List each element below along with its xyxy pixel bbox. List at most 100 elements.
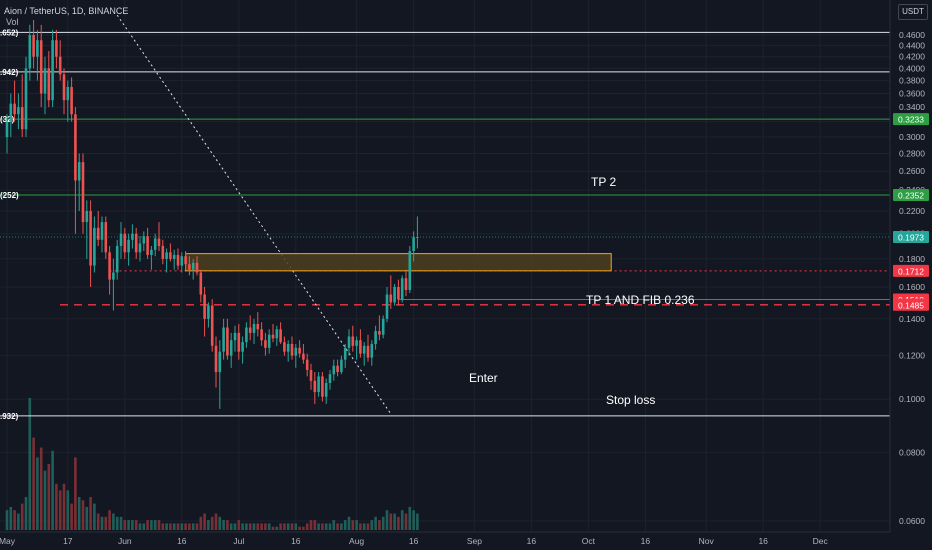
candle-body <box>188 264 191 270</box>
candle-body <box>104 222 108 253</box>
candle-body <box>66 86 70 101</box>
volume-bar <box>115 516 119 530</box>
candle-body <box>20 107 24 130</box>
candle-body <box>51 40 54 101</box>
tp2-label: TP 2 <box>591 175 617 189</box>
candle-body <box>378 331 381 335</box>
volume-bar <box>370 520 374 530</box>
volume-bar <box>241 523 244 530</box>
volume-bar <box>184 523 187 530</box>
candle-body <box>264 340 267 348</box>
volume-bar <box>404 513 408 530</box>
volume-bar <box>229 523 233 530</box>
stop-loss-label: Stop loss <box>606 393 656 407</box>
candle-body <box>81 162 85 223</box>
candle-body <box>271 334 275 339</box>
candle-body <box>286 343 290 352</box>
volume-bar <box>378 520 381 530</box>
candle-body <box>260 329 263 341</box>
candle-body <box>214 345 218 373</box>
volume-bar <box>385 510 389 530</box>
candle-body <box>89 210 92 266</box>
volume-bar <box>100 516 104 530</box>
volume-bar <box>264 523 267 530</box>
candle-body <box>207 305 210 319</box>
volume-bar <box>355 520 358 530</box>
volume-bar <box>112 513 115 530</box>
candle-body <box>366 345 370 358</box>
candle-body <box>226 327 229 356</box>
volume-bar <box>400 510 404 530</box>
candlesticks <box>5 19 419 409</box>
volume-bar <box>351 520 355 530</box>
volume-bar <box>39 447 43 530</box>
candle-body <box>248 327 252 333</box>
volume-bar <box>256 523 260 530</box>
candle-body <box>77 162 81 181</box>
candle-body <box>161 245 165 259</box>
time-tick-label: 16 <box>527 536 537 546</box>
volume-bar <box>321 523 324 530</box>
time-tick-label: Oct <box>582 536 596 546</box>
volume-bar <box>43 470 47 530</box>
candle-body <box>313 380 317 393</box>
candle-body <box>62 74 66 101</box>
volume-bar <box>389 513 393 530</box>
volume-bar <box>381 516 385 530</box>
volume-bar <box>309 520 313 530</box>
candle-body <box>222 327 225 352</box>
candle-body <box>355 340 358 346</box>
trendline <box>116 14 392 415</box>
volume-bar <box>169 523 172 530</box>
price-badge: 0.1485 <box>898 300 924 310</box>
price-tick-label: 0.2800 <box>899 148 925 158</box>
currency-button[interactable]: USDT <box>898 4 928 20</box>
time-tick-label: Nov <box>699 536 715 546</box>
price-badge-bg <box>893 189 929 202</box>
volume-bar <box>32 437 35 530</box>
candle-body <box>134 233 138 253</box>
volume-bar <box>5 510 9 530</box>
volume-bar <box>283 523 286 530</box>
price-tick-label: 0.1800 <box>899 254 925 264</box>
volume-bar <box>62 483 66 530</box>
volume-bar <box>108 510 111 530</box>
candle-body <box>199 272 203 295</box>
volume-bar <box>260 523 263 530</box>
volume-bar <box>77 497 81 530</box>
volume-bar <box>302 526 305 530</box>
volume-bar <box>55 483 58 530</box>
current-price-badge: 0.1973 <box>898 232 924 242</box>
candle-body <box>400 278 404 300</box>
enter-zone-box <box>185 253 612 272</box>
candle-body <box>283 342 286 352</box>
candle-body <box>416 236 419 238</box>
volume-bar <box>237 520 241 530</box>
price-tick-label: 0.1400 <box>899 314 925 324</box>
candle-body <box>233 332 237 341</box>
enter-zone <box>185 253 612 272</box>
candle-body <box>157 238 161 246</box>
candle-body <box>302 353 305 360</box>
time-tick-label: Jun <box>118 536 132 546</box>
volume-bar <box>81 500 85 530</box>
candle-body <box>404 278 408 290</box>
candle-body <box>85 210 89 223</box>
volume-bar <box>290 523 294 530</box>
candle-body <box>256 324 260 330</box>
candle-body <box>218 351 222 373</box>
candle-body <box>347 336 351 348</box>
volume-bar <box>51 450 54 530</box>
candle-body <box>298 347 301 354</box>
candle-body <box>229 340 233 356</box>
candle-body <box>43 68 47 94</box>
candle-body <box>36 40 39 57</box>
level-left-label: (252) <box>0 191 19 200</box>
price-badge-bg <box>893 113 929 126</box>
price-tick-label: 0.3600 <box>899 88 925 98</box>
volume-bar <box>142 523 146 530</box>
volume-bar <box>203 513 206 530</box>
volume-bar <box>66 490 70 530</box>
volume-bar <box>74 457 77 530</box>
